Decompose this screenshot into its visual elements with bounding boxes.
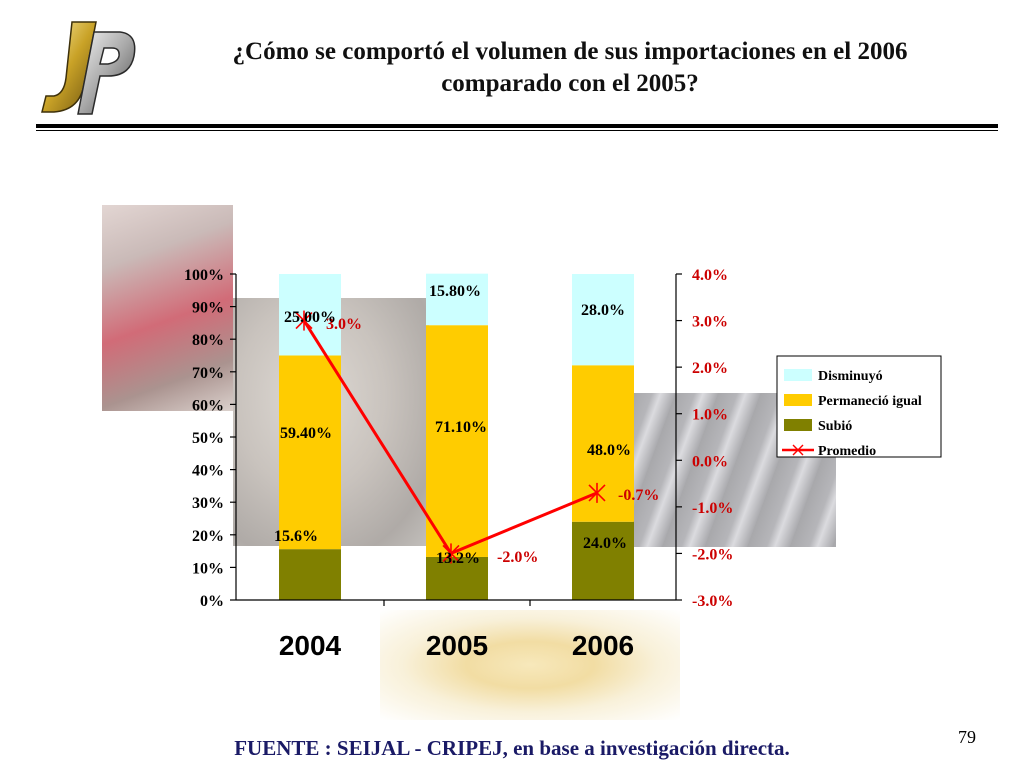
jp-logo [41, 21, 136, 115]
promedio-data-label: -2.0% [497, 549, 538, 566]
bar-data-label-disminuyo: 15.80% [429, 283, 481, 300]
legend-label: Promedio [818, 444, 876, 459]
left-axis-tick-label: 100% [184, 267, 224, 284]
right-axis-tick-label: 4.0% [692, 267, 728, 284]
promedio-marker [588, 482, 606, 503]
source-note: FUENTE : SEIJAL - CRIPEJ, en base a inve… [234, 736, 790, 760]
legend-swatch [784, 419, 812, 431]
page-number: 79 [958, 727, 976, 747]
legend-label: Permaneció igual [818, 394, 922, 409]
bar-disminuyo-2006 [572, 274, 634, 366]
bar-data-label-disminuyo: 25.00% [284, 309, 336, 326]
promedio-data-label: 3.0% [326, 316, 362, 333]
title-line-1: ¿Cómo se comportó el volumen de sus impo… [232, 38, 908, 65]
legend-label: Subió [818, 419, 852, 434]
promedio-marker [295, 310, 313, 331]
bar-subio-2005 [426, 556, 488, 600]
bar-data-label-permanecio: 59.40% [280, 425, 332, 442]
bar-permanecio-2004 [279, 355, 341, 550]
right-axis-tick-label: -2.0% [692, 546, 733, 563]
left-axis-tick-label: 20% [192, 528, 224, 545]
background-photo-food [380, 610, 680, 720]
bar-data-label-subio: 24.0% [583, 535, 627, 552]
promedio-data-label: -0.7% [618, 487, 659, 504]
right-axis-tick-label: 0.0% [692, 453, 728, 470]
left-axis-tick-label: 60% [192, 397, 224, 414]
bar-data-label-subio: 13.2% [436, 550, 480, 567]
page-title: ¿Cómo se comportó el volumen de sus impo… [160, 36, 980, 100]
bar-data-label-disminuyo: 28.0% [581, 302, 625, 319]
bar-subio-2004 [279, 549, 341, 600]
promedio-marker [442, 543, 460, 564]
right-axis-tick-label: 1.0% [692, 407, 728, 424]
title-line-2: comparado con el 2005? [441, 70, 699, 97]
x-axis-category-label: 2006 [572, 630, 634, 661]
bar-permanecio-2005 [426, 325, 488, 557]
title-rule-thin [36, 130, 998, 131]
left-axis-tick-label: 40% [192, 463, 224, 480]
left-axis-tick-label: 10% [192, 560, 224, 577]
bar-data-label-permanecio: 71.10% [435, 419, 487, 436]
left-axis-tick-label: 0% [200, 593, 224, 610]
x-axis-category-label: 2004 [279, 630, 342, 661]
left-axis-tick-label: 50% [192, 430, 224, 447]
bar-data-label-permanecio: 48.0% [587, 442, 631, 459]
left-axis-tick-label: 90% [192, 300, 224, 317]
right-axis-tick-label: 3.0% [692, 314, 728, 331]
legend-swatch [784, 394, 812, 406]
right-axis-tick-label: -3.0% [692, 593, 733, 610]
legend-swatch [784, 369, 812, 381]
chart-legend: Disminuyó Permaneció igual Subió Promedio [776, 355, 942, 459]
title-rule-thick [36, 124, 998, 128]
bar-disminuyo-2005 [426, 273, 488, 326]
bar-data-label-subio: 15.6% [274, 528, 318, 545]
left-axis-tick-label: 70% [192, 365, 224, 382]
left-axis-tick-label: 30% [192, 495, 224, 512]
bar-permanecio-2006 [572, 365, 634, 522]
bar-subio-2006 [572, 521, 634, 600]
x-axis-category-label: 2005 [426, 630, 488, 661]
background-photo-woman [102, 205, 233, 411]
legend-label: Disminuyó [818, 369, 883, 384]
right-axis-tick-label: -1.0% [692, 500, 733, 517]
right-axis-tick-label: 2.0% [692, 360, 728, 377]
legend-swatch-line [782, 444, 814, 456]
left-axis-tick-label: 80% [192, 332, 224, 349]
